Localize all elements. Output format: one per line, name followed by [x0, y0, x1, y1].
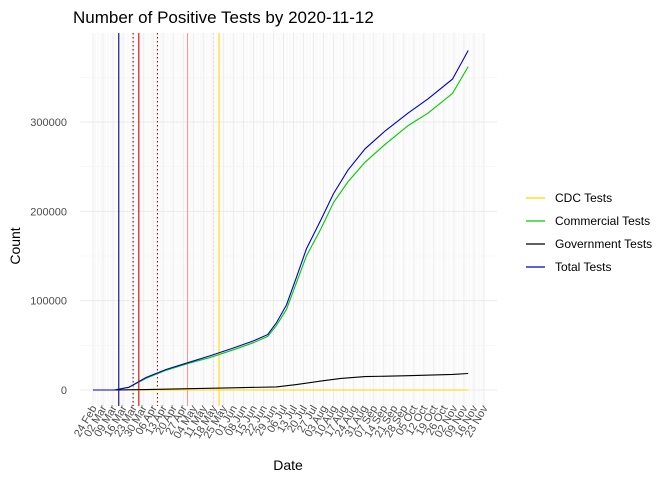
series-line	[114, 372, 469, 391]
y-tick-label: 200000	[30, 206, 67, 218]
y-axis-ticks: 0 100000 200000 300000	[30, 117, 67, 397]
event-lines	[118, 33, 220, 406]
series-lines	[93, 50, 469, 391]
legend: CDC Tests Commercial Tests Government Test…	[526, 191, 652, 274]
y-tick-label: 300000	[30, 117, 67, 129]
x-axis-title: Date	[273, 457, 303, 473]
legend-label: Government Tests	[555, 237, 652, 251]
legend-label: Total Tests	[555, 260, 611, 274]
legend-label: Commercial Tests	[555, 214, 650, 228]
y-tick-label: 0	[61, 385, 67, 397]
chart-title: Number of Positive Tests by 2020-11-12	[73, 8, 374, 27]
y-tick-label: 100000	[30, 296, 67, 308]
y-axis-title: Count	[7, 227, 23, 264]
series-line	[93, 50, 469, 391]
grid	[80, 33, 497, 406]
legend-label: CDC Tests	[555, 191, 612, 205]
series-line	[114, 66, 469, 391]
